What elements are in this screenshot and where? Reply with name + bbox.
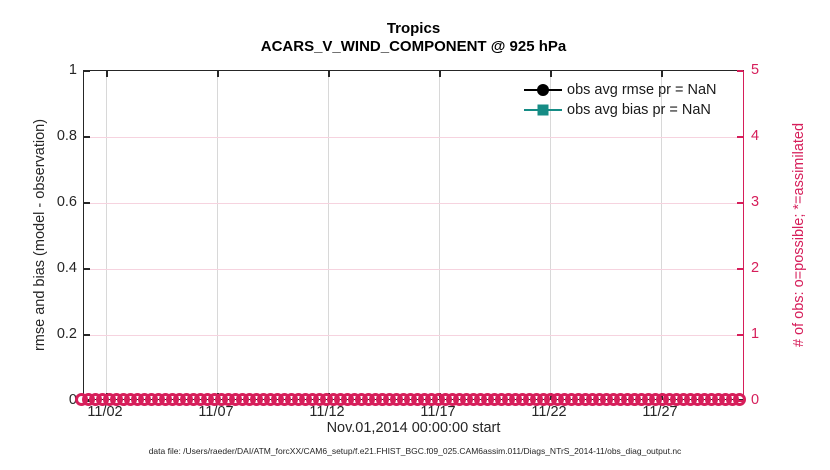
left-y-tick-label: 1 [68,62,77,78]
obs-count-marker [732,393,746,406]
right-y-tick-mark [737,334,743,336]
x-tick-label: 11/07 [198,404,234,420]
right-y-tick-label: 2 [751,260,760,276]
vertical-gridline [661,71,662,399]
right-y-tick-label: 5 [751,62,760,78]
left-y-tick-mark [84,70,90,72]
left-y-tick-mark [84,268,90,270]
right-y-tick-label: 4 [751,128,760,144]
data-file-caption: data file: /Users/raeder/DAI/ATM_forcXX/… [148,446,682,456]
legend-label: obs avg rmse pr = NaN [567,82,717,98]
right-y-tick-label: 1 [751,326,760,342]
horizontal-gridline [84,137,743,138]
plot-subtitle: ACARS_V_WIND_COMPONENT @ 925 hPa [260,38,567,55]
left-y-tick-mark [84,202,90,204]
left-y-tick-mark [84,136,90,138]
circle-marker-icon [537,84,549,96]
right-y-axis-label: # of obs: o=possible; *=assimilated [791,122,807,348]
legend-item: obs avg rmse pr = NaN [524,80,717,100]
plot-title: Tropics [386,20,441,37]
legend: obs avg rmse pr = NaN obs avg bias pr = N… [524,80,717,120]
right-y-tick-label: 3 [751,194,760,210]
legend-line [524,104,562,116]
left-y-tick-label: 0.6 [56,194,77,210]
left-y-tick-mark [84,334,90,336]
right-y-tick-label: 0 [751,392,760,408]
right-y-tick-mark [737,268,743,270]
x-tick-mark-top [661,71,663,77]
vertical-gridline [439,71,440,399]
x-tick-mark-top [106,71,108,77]
vertical-gridline [550,71,551,399]
vertical-gridline [106,71,107,399]
left-y-tick-label: 0.8 [56,128,77,144]
left-y-tick-label: 0.4 [56,260,77,276]
x-axis-label: Nov.01,2014 00:00:00 start [326,420,501,436]
horizontal-gridline [84,203,743,204]
legend-item: obs avg bias pr = NaN [524,100,717,120]
x-tick-label: 11/17 [420,404,456,420]
vertical-gridline [217,71,218,399]
right-y-tick-mark [737,202,743,204]
right-y-tick-mark [737,70,743,72]
legend-label: obs avg bias pr = NaN [567,102,711,118]
x-tick-mark-top [217,71,219,77]
horizontal-gridline [84,269,743,270]
left-y-tick-label: 0 [68,392,77,408]
vertical-gridline [328,71,329,399]
x-tick-mark-top [328,71,330,77]
legend-line [524,84,562,96]
x-tick-label: 11/27 [642,404,678,420]
left-y-axis-label: rmse and bias (model - observation) [32,118,48,352]
x-tick-mark-top [550,71,552,77]
horizontal-gridline [84,335,743,336]
x-tick-mark-top [439,71,441,77]
x-tick-label: 11/12 [309,404,345,420]
square-marker-icon [537,104,549,116]
x-tick-label: 11/22 [531,404,567,420]
x-tick-label: 11/02 [87,404,123,420]
right-y-tick-mark [737,136,743,138]
left-y-tick-label: 0.2 [56,326,77,342]
